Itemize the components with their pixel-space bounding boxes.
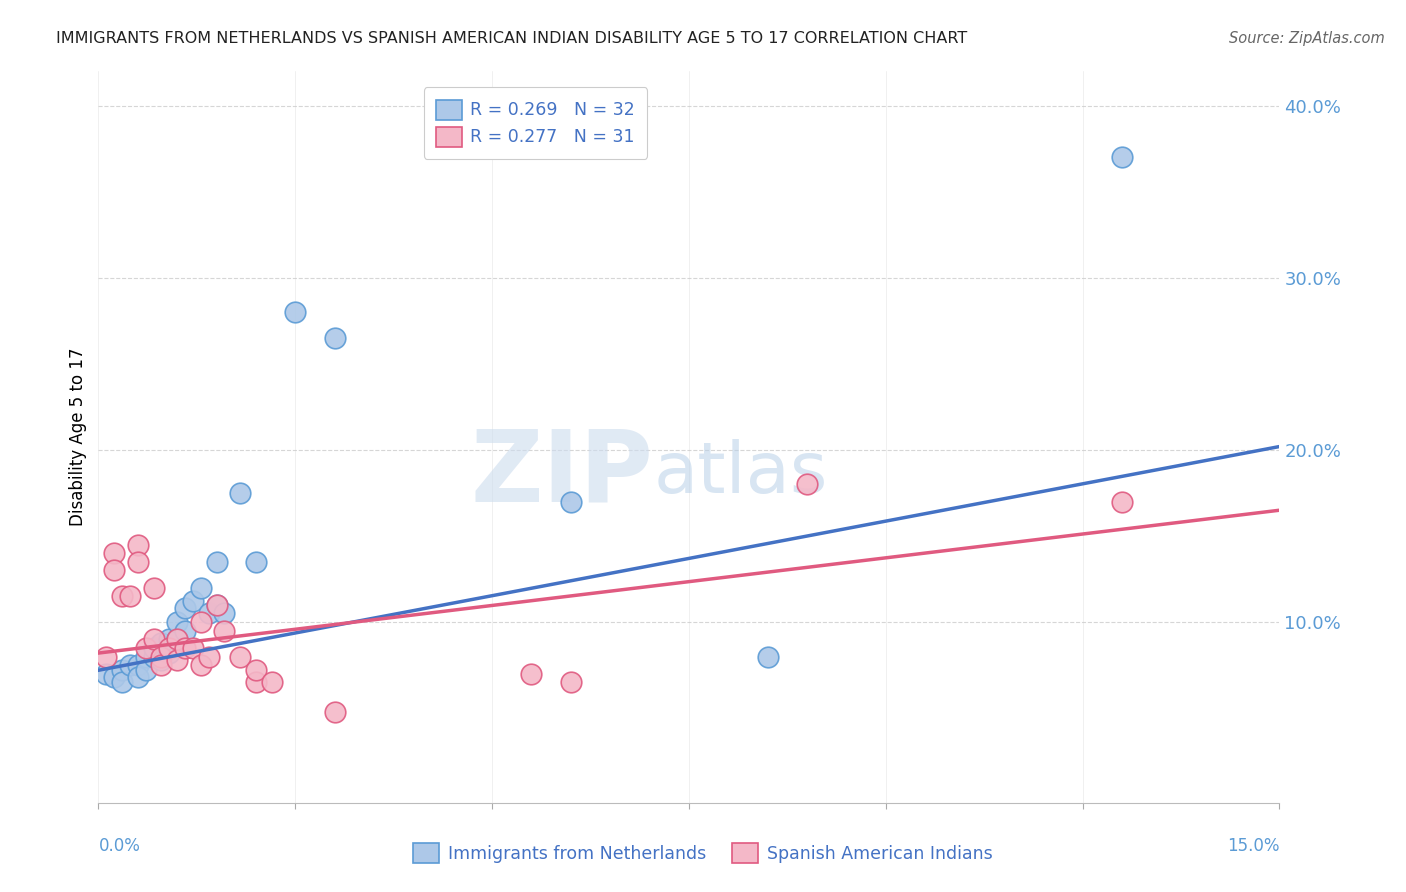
Point [181, 594, 204, 608]
Point [111, 675, 134, 690]
Point [214, 624, 236, 638]
Point [157, 632, 180, 647]
Point [756, 649, 779, 664]
Point [127, 555, 149, 569]
Point [127, 658, 149, 673]
Point [103, 546, 125, 560]
Point [181, 640, 204, 655]
Point [166, 632, 188, 647]
Point [142, 632, 165, 647]
Point [197, 649, 219, 664]
Point [560, 675, 582, 690]
Point [520, 666, 543, 681]
Legend: R = 0.269   N = 32, R = 0.277   N = 31: R = 0.269 N = 32, R = 0.277 N = 31 [423, 87, 647, 159]
Point [323, 331, 346, 345]
Point [103, 564, 125, 578]
Point [96, 666, 118, 681]
Point [166, 615, 188, 629]
Legend: Immigrants from Netherlands, Spanish American Indians: Immigrants from Netherlands, Spanish Ame… [406, 836, 1000, 870]
Point [166, 632, 188, 647]
Point [135, 640, 157, 655]
Point [174, 624, 197, 638]
Point [229, 649, 252, 664]
Point [190, 658, 212, 673]
Point [157, 646, 180, 660]
Point [135, 663, 157, 677]
Point [174, 601, 197, 615]
Text: IMMIGRANTS FROM NETHERLANDS VS SPANISH AMERICAN INDIAN DISABILITY AGE 5 TO 17 CO: IMMIGRANTS FROM NETHERLANDS VS SPANISH A… [56, 31, 967, 46]
Point [96, 649, 118, 664]
Point [127, 670, 149, 684]
Point [118, 589, 141, 603]
Point [245, 663, 267, 677]
Point [166, 653, 188, 667]
Point [118, 658, 141, 673]
Point [190, 615, 212, 629]
Point [1111, 150, 1133, 164]
Point [260, 675, 283, 690]
Point [190, 581, 212, 595]
Point [214, 607, 236, 621]
Point [205, 598, 228, 612]
Point [150, 636, 173, 650]
Point [174, 640, 197, 655]
Point [284, 305, 307, 319]
Point [205, 598, 228, 612]
Point [135, 649, 157, 664]
Point [103, 670, 125, 684]
Point [245, 675, 267, 690]
Point [229, 486, 252, 500]
Point [323, 705, 346, 719]
Point [142, 640, 165, 655]
Text: ZIP: ZIP [471, 425, 654, 522]
Point [150, 649, 173, 664]
Point [560, 494, 582, 508]
Text: Source: ZipAtlas.com: Source: ZipAtlas.com [1229, 31, 1385, 46]
Text: 15.0%: 15.0% [1227, 838, 1279, 855]
Point [796, 477, 818, 491]
Point [150, 658, 173, 673]
Point [1111, 494, 1133, 508]
Point [205, 555, 228, 569]
Point [111, 663, 134, 677]
Point [127, 538, 149, 552]
Point [197, 607, 219, 621]
Point [142, 649, 165, 664]
Point [150, 653, 173, 667]
Point [111, 589, 134, 603]
Point [245, 555, 267, 569]
Y-axis label: Disability Age 5 to 17: Disability Age 5 to 17 [69, 348, 87, 526]
Point [157, 640, 180, 655]
Point [142, 581, 165, 595]
Text: 0.0%: 0.0% [98, 838, 141, 855]
Text: atlas: atlas [654, 439, 828, 508]
